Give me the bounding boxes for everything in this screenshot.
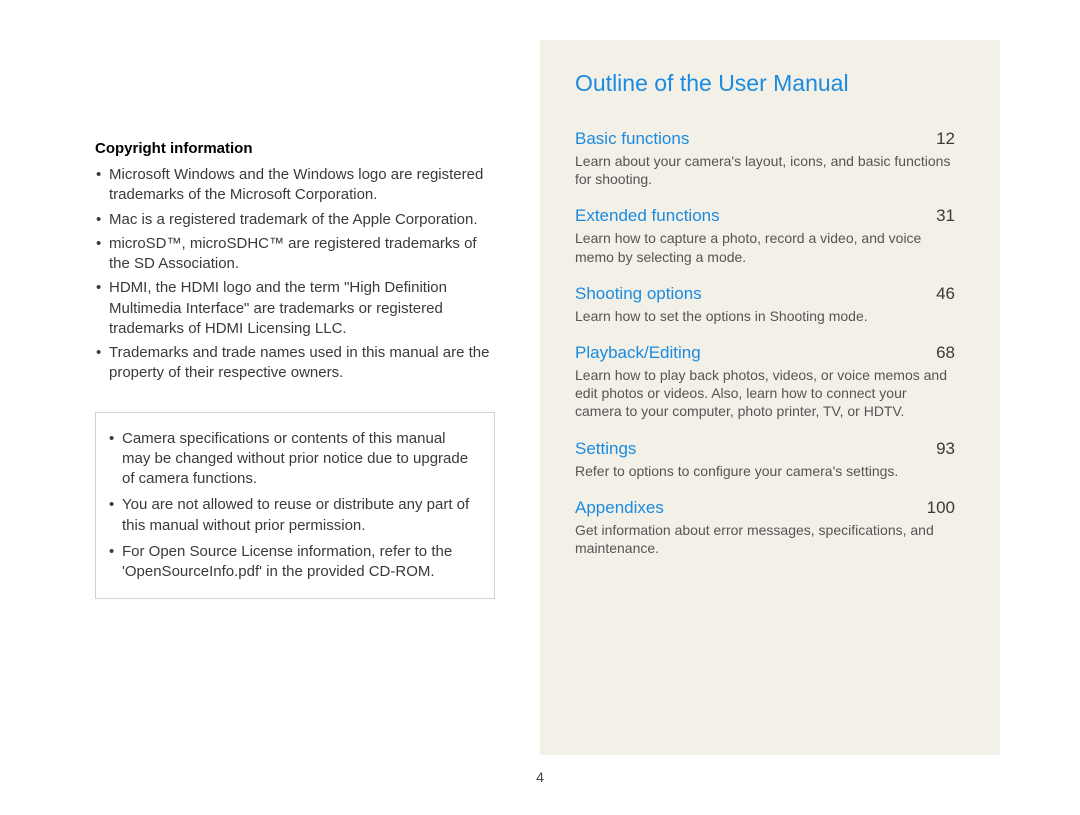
toc-head: Basic functions 12: [575, 129, 955, 149]
toc-label: Basic functions: [575, 129, 689, 149]
copyright-item: Trademarks and trade names used in this …: [95, 343, 495, 384]
toc-page: 100: [927, 498, 955, 518]
toc-page: 31: [936, 206, 955, 226]
toc-page: 93: [936, 439, 955, 459]
toc-entry: Extended functions 31 Learn how to captu…: [575, 206, 955, 265]
toc-desc: Get information about error messages, sp…: [575, 521, 955, 557]
toc-entry: Playback/Editing 68 Learn how to play ba…: [575, 343, 955, 421]
copyright-list: Microsoft Windows and the Windows logo a…: [95, 165, 495, 384]
toc-label: Appendixes: [575, 498, 664, 518]
toc-entry: Appendixes 100 Get information about err…: [575, 498, 955, 557]
toc-entry: Basic functions 12 Learn about your came…: [575, 129, 955, 188]
toc-head: Settings 93: [575, 439, 955, 459]
toc-head: Playback/Editing 68: [575, 343, 955, 363]
toc-label: Settings: [575, 439, 636, 459]
notice-box: Camera specifications or contents of thi…: [95, 412, 495, 600]
toc-head: Appendixes 100: [575, 498, 955, 518]
notice-item: For Open Source License information, ref…: [108, 542, 476, 583]
notice-item: Camera specifications or contents of thi…: [108, 429, 476, 490]
toc-label: Shooting options: [575, 284, 702, 304]
toc-desc: Learn how to capture a photo, record a v…: [575, 229, 955, 265]
outline-title: Outline of the User Manual: [575, 70, 955, 97]
right-column: Outline of the User Manual Basic functio…: [540, 40, 1000, 755]
copyright-item: microSD™, microSDHC™ are registered trad…: [95, 234, 495, 275]
toc-desc: Learn how to set the options in Shooting…: [575, 307, 955, 325]
copyright-item: HDMI, the HDMI logo and the term "High D…: [95, 278, 495, 339]
left-column: Copyright information Microsoft Windows …: [0, 0, 540, 815]
toc-desc: Learn how to play back photos, videos, o…: [575, 366, 955, 421]
toc-page: 12: [936, 129, 955, 149]
toc-page: 46: [936, 284, 955, 304]
toc-label: Playback/Editing: [575, 343, 701, 363]
toc-desc: Learn about your camera's layout, icons,…: [575, 152, 955, 188]
notice-item: You are not allowed to reuse or distribu…: [108, 495, 476, 536]
copyright-item: Microsoft Windows and the Windows logo a…: [95, 165, 495, 206]
toc-entry: Settings 93 Refer to options to configur…: [575, 439, 955, 480]
notice-list: Camera specifications or contents of thi…: [108, 429, 476, 583]
toc-head: Extended functions 31: [575, 206, 955, 226]
page-number: 4: [0, 769, 1080, 785]
toc-label: Extended functions: [575, 206, 720, 226]
toc-head: Shooting options 46: [575, 284, 955, 304]
toc-page: 68: [936, 343, 955, 363]
copyright-item: Mac is a registered trademark of the App…: [95, 210, 495, 230]
toc-entry: Shooting options 46 Learn how to set the…: [575, 284, 955, 325]
toc-desc: Refer to options to configure your camer…: [575, 462, 955, 480]
copyright-heading: Copyright information: [95, 140, 495, 157]
